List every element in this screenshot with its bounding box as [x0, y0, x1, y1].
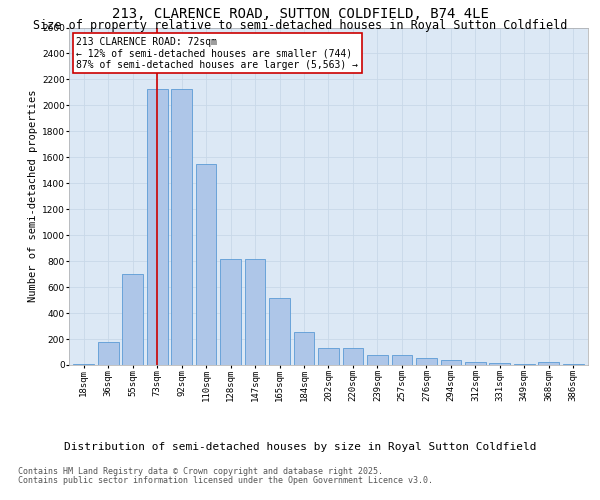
Bar: [220, 258, 241, 365]
Bar: [416, 358, 437, 365]
Bar: [293, 332, 314, 365]
Bar: [318, 348, 339, 365]
Bar: [245, 258, 265, 365]
Bar: [538, 362, 559, 365]
Bar: [440, 360, 461, 365]
Bar: [147, 88, 167, 365]
Text: Contains HM Land Registry data © Crown copyright and database right 2025.: Contains HM Land Registry data © Crown c…: [18, 467, 383, 476]
Bar: [171, 88, 192, 365]
Bar: [563, 364, 584, 365]
Text: Distribution of semi-detached houses by size in Royal Sutton Coldfield: Distribution of semi-detached houses by …: [64, 442, 536, 452]
Y-axis label: Number of semi-detached properties: Number of semi-detached properties: [28, 90, 38, 302]
Text: Contains public sector information licensed under the Open Government Licence v3: Contains public sector information licen…: [18, 476, 433, 485]
Bar: [343, 348, 364, 365]
Text: 213 CLARENCE ROAD: 72sqm
← 12% of semi-detached houses are smaller (744)
87% of : 213 CLARENCE ROAD: 72sqm ← 12% of semi-d…: [76, 36, 358, 70]
Bar: [514, 364, 535, 365]
Bar: [392, 356, 412, 365]
Bar: [73, 364, 94, 365]
Bar: [490, 363, 510, 365]
Bar: [367, 356, 388, 365]
Bar: [196, 164, 217, 365]
Text: 213, CLARENCE ROAD, SUTTON COLDFIELD, B74 4LE: 213, CLARENCE ROAD, SUTTON COLDFIELD, B7…: [112, 8, 488, 22]
Bar: [98, 342, 119, 365]
Bar: [269, 298, 290, 365]
Bar: [122, 274, 143, 365]
Text: Size of property relative to semi-detached houses in Royal Sutton Coldfield: Size of property relative to semi-detach…: [33, 18, 567, 32]
Bar: [465, 362, 486, 365]
